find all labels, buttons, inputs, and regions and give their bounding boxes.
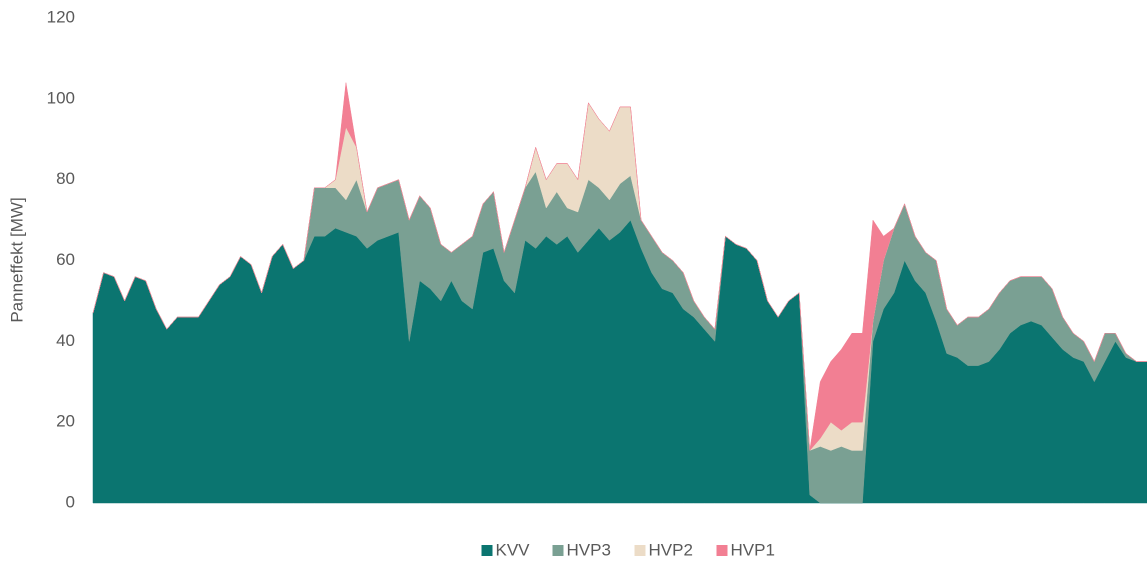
- y-tick-label: 0: [66, 492, 75, 511]
- legend-label: HVP3: [567, 540, 611, 559]
- legend-swatch: [716, 545, 728, 556]
- legend-swatch: [481, 545, 493, 556]
- legend-swatch: [552, 545, 564, 556]
- legend-label: KVV: [496, 540, 531, 559]
- y-tick-label: 40: [56, 331, 75, 350]
- legend-label: HVP2: [649, 540, 693, 559]
- y-tick-label: 120: [47, 7, 75, 26]
- legend-label: HVP1: [731, 540, 775, 559]
- y-tick-label: 100: [47, 88, 75, 107]
- y-tick-label: 20: [56, 412, 75, 431]
- y-tick-label: 60: [56, 250, 75, 269]
- y-tick-label: 80: [56, 169, 75, 188]
- legend-swatch: [634, 545, 646, 556]
- y-axis-label: Panneffekt [MW]: [7, 197, 26, 322]
- area: [92, 82, 1147, 452]
